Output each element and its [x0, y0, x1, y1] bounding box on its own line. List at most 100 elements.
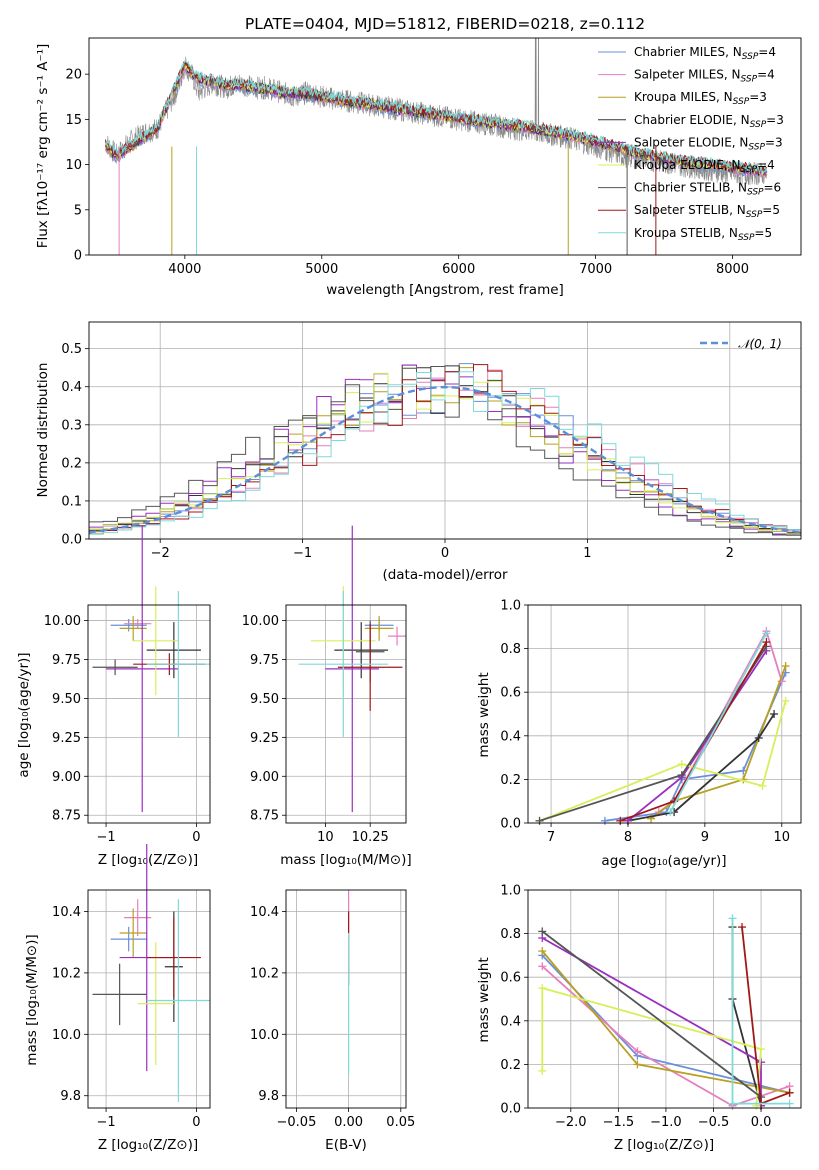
- residuals-x-label: (data-model)/error: [382, 567, 508, 583]
- mass-vs-EBV-y-tick-label: 10.0: [250, 1028, 279, 1043]
- residual-histogram-8: [89, 371, 801, 535]
- legend-subscript: SSP: [750, 120, 767, 130]
- mass-vs-EBV-y-tick-label: 9.8: [258, 1089, 279, 1104]
- legend-rest: =3: [749, 90, 767, 104]
- spectrum-x-tick-label: 6000: [442, 262, 475, 277]
- age-vs-Z-errorbar-point-5: [133, 586, 179, 696]
- weight-vs-age-point-3: [754, 733, 763, 742]
- legend-subscript: SSP: [746, 210, 763, 220]
- weight-vs-age-point-8: [762, 629, 771, 638]
- mass-vs-Z-frame: [87, 889, 211, 1109]
- weight-vs-age-point-6: [535, 816, 544, 825]
- residuals-y-tick-label: 0.3: [61, 418, 82, 433]
- weight-vs-age-series-line-8: [669, 632, 768, 813]
- residual-histogram-6: [89, 366, 801, 537]
- mass-vs-Z-errorbar-point-2: [119, 908, 147, 958]
- mass-vs-Z-y-tick-label: 9.8: [60, 1089, 81, 1104]
- legend-rest: =5: [762, 203, 780, 217]
- weight-vs-age-series-line-0: [604, 672, 787, 822]
- spectrum-title: PLATE=0404, MJD=51812, FIBERID=0218, z=0…: [245, 15, 645, 33]
- weight-vs-Z-point-2: [538, 947, 547, 956]
- age-vs-mass-x-tick-label: 10: [317, 830, 334, 845]
- spectrum-y-label: Flux [fλ10⁻¹⁷ erg cm⁻² s⁻¹ A⁻¹]: [35, 44, 51, 249]
- age-vs-Z-y-tick-label: 9.00: [52, 770, 81, 785]
- weight-vs-Z-y-tick-label: 0.2: [500, 1058, 521, 1073]
- age-vs-mass-y-tick-label: 10.00: [242, 614, 279, 629]
- residuals-x-tick-label: −1: [293, 546, 312, 561]
- weight-vs-Z-point-6: [538, 927, 547, 936]
- age-vs-mass-errorbar-point-4: [325, 525, 380, 813]
- weight-vs-Z-x-tick-label: −2.0: [555, 1115, 587, 1130]
- spectrum-x-tick-label: 7000: [579, 262, 612, 277]
- residuals-y-tick-label: 0.4: [61, 380, 82, 395]
- weight-vs-age-point-7: [616, 816, 625, 825]
- legend-subscript: SSP: [741, 165, 758, 175]
- spectrum-lines: [104, 38, 768, 255]
- panel-age-vs-Z: −1 0 8.75 9.00 9.25 9.50 9.75 10.00 Z [log₁₀(Z/…: [16, 525, 211, 868]
- spectrum-y-tick-label: 0: [74, 249, 82, 264]
- normal-reference-curve: [89, 385, 801, 534]
- mass-vs-EBV-frame: [285, 889, 407, 1109]
- residuals-y-label: Normed distribution: [35, 363, 51, 498]
- weight-vs-age-x-tick-label: 9: [701, 830, 709, 845]
- weight-vs-age-series-line-7: [619, 641, 768, 822]
- panel-mass-vs-Z: −1 0 9.8 10.0 10.2 10.4 Z [log₁₀(Z/Z⊙)] mass …: [24, 843, 211, 1153]
- legend-rest: =5: [754, 226, 772, 240]
- weight-vs-Z-point-1: [538, 962, 547, 971]
- residuals-x-tick-label: 0: [441, 546, 449, 561]
- weight-vs-Z-x-tick-label: −1.0: [650, 1115, 682, 1130]
- age-vs-Z-errorbar-point-3: [146, 622, 201, 679]
- weight-vs-Z-point-7: [738, 923, 747, 932]
- legend-entry-6: Chabrier STELIB, NSSP=6: [634, 181, 781, 198]
- legend-subscript: SSP: [748, 142, 765, 152]
- weight-vs-Z-point-8: [785, 1099, 794, 1108]
- spectrum-y-tick-label: 15: [65, 113, 82, 128]
- spectrum-x-tick-label: 8000: [716, 262, 749, 277]
- mass-vs-EBV-x-tick-label: 0.00: [334, 1115, 363, 1130]
- weight-vs-age-x-tick-label: 10: [774, 830, 791, 845]
- mass-vs-Z-y-tick-label: 10.2: [52, 966, 81, 981]
- weight-vs-Z-point-5: [757, 1045, 766, 1054]
- mass-vs-Z-errorbar-point-6: [92, 963, 147, 1026]
- weight-vs-age-point-6: [677, 771, 686, 780]
- residuals-y-tick-label: 0.1: [61, 494, 82, 509]
- age-vs-Z-x-label: Z [log₁₀(Z/Z⊙)]: [98, 852, 198, 868]
- age-vs-Z-x-tick-label: 0: [192, 830, 200, 845]
- legend-entry-1: Salpeter MILES, NSSP=4: [634, 68, 775, 85]
- mass-vs-Z-x-tick-label: −1: [96, 1115, 115, 1130]
- age-vs-mass-x-label: mass [log₁₀(M/M⊙)]: [280, 852, 411, 868]
- panel-spectrum: 4000 5000 6000 7000 8000 0 5 10 15 20 wavelength …: [35, 37, 802, 298]
- age-vs-mass-errorbar-point-2: [364, 615, 394, 641]
- weight-vs-age-y-tick-label: 0.4: [500, 729, 521, 744]
- spectrum-y-tick-label: 10: [65, 158, 82, 173]
- mass-vs-Z-x-tick-label: 0: [192, 1115, 200, 1130]
- legend-rest: =6: [764, 181, 782, 195]
- weight-vs-age-y-tick-label: 0.6: [500, 686, 521, 701]
- mass-vs-EBV-y-tick-label: 10.4: [250, 905, 279, 920]
- weight-vs-Z-series-line-6: [541, 930, 762, 1098]
- age-vs-Z-errorbar-point-0: [110, 619, 147, 632]
- age-vs-Z-errorbar-point-4: [106, 525, 179, 813]
- weight-vs-age-y-tick-label: 0.8: [500, 642, 521, 657]
- age-vs-Z-y-tick-label: 8.75: [52, 809, 81, 824]
- weight-vs-age-x-label: age [log₁₀(age/yr)]: [601, 853, 726, 869]
- age-vs-mass-y-tick-label: 8.75: [250, 809, 279, 824]
- mass-vs-EBV-x-label: E(B-V): [325, 1137, 367, 1153]
- residuals-histograms: [89, 363, 801, 537]
- legend-rest: =4: [757, 158, 775, 172]
- mass-vs-Z-errorbar-point-8: [146, 899, 210, 1102]
- weight-vs-age-point-5: [758, 781, 767, 790]
- age-vs-mass-errorbar-point-8: [298, 590, 389, 738]
- panel-age-vs-mass: 10 10.25 8.75 9.00 9.25 9.50 9.75 10.00 mass [l…: [242, 525, 412, 868]
- mass-vs-EBV-x-tick-label: −0.05: [277, 1115, 317, 1130]
- age-vs-Z-y-label: age [log₁₀(age/yr)]: [16, 652, 32, 777]
- weight-vs-Z-frame: [527, 889, 802, 1109]
- weight-vs-age-series-line-3: [627, 713, 775, 822]
- weight-vs-Z-y-tick-label: 0.4: [500, 1014, 521, 1029]
- weight-vs-Z-x-tick-label: 0.0: [751, 1115, 772, 1130]
- weight-vs-Z-point-8: [728, 1099, 737, 1108]
- mass-vs-Z-errorbar-point-0: [110, 926, 147, 952]
- spectrum-y-tick-label: 5: [74, 203, 82, 218]
- weight-vs-Z-x-label: Z [log₁₀(Z/Z⊙)]: [614, 1137, 714, 1153]
